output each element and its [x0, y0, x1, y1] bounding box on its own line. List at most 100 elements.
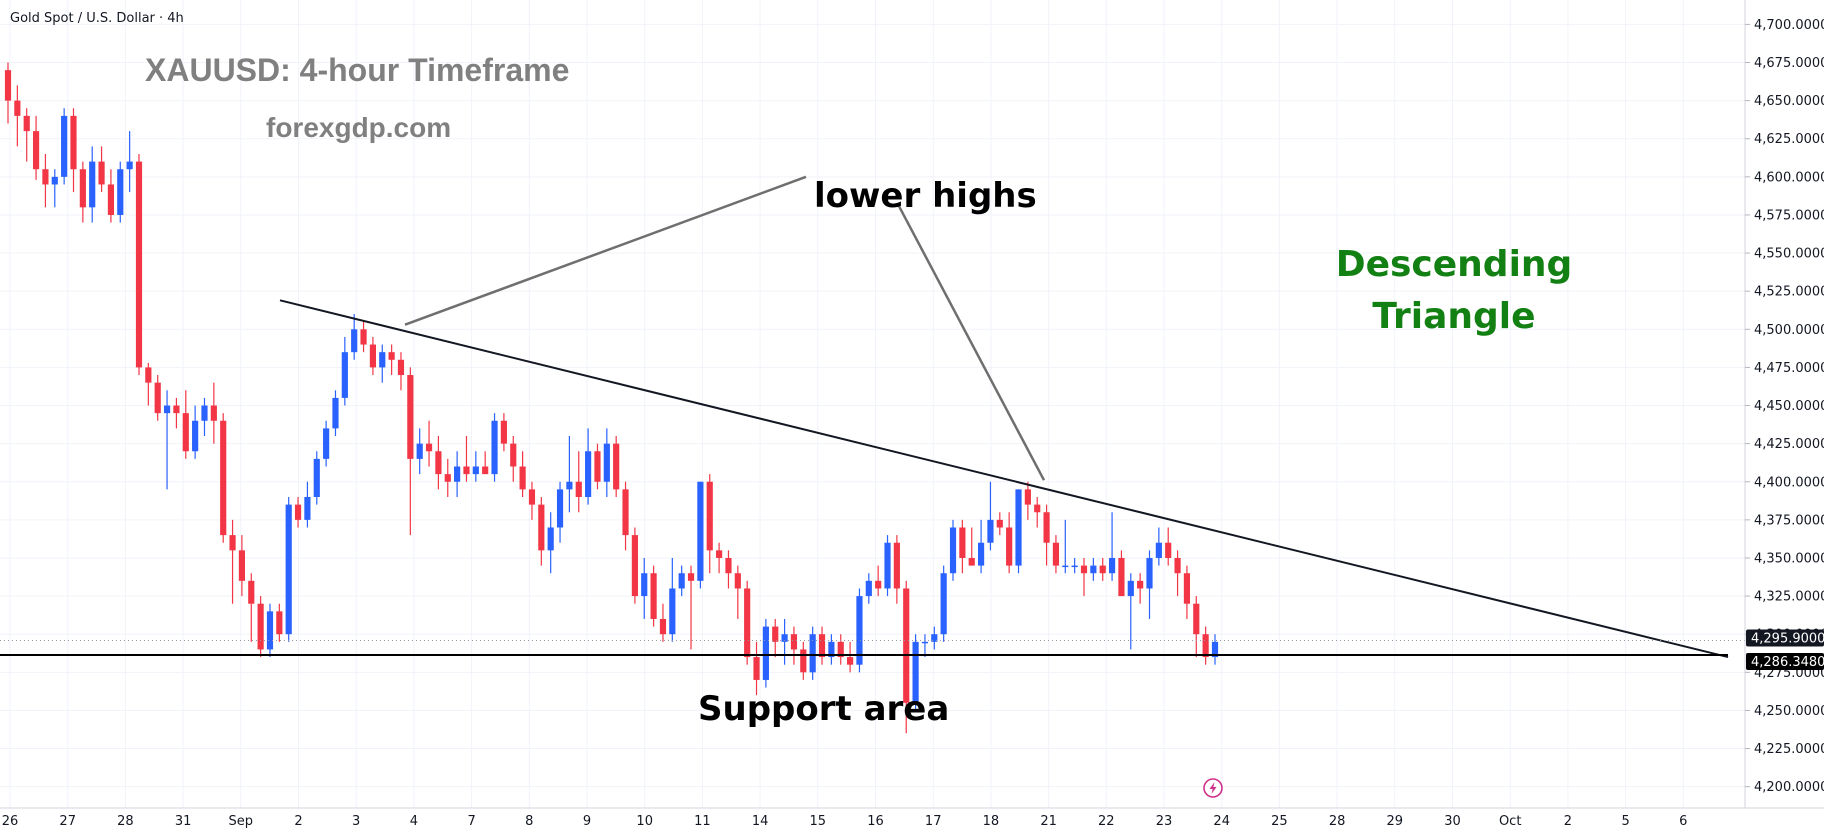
candle-body — [482, 466, 489, 475]
candle-body — [397, 359, 405, 376]
candle-body — [42, 169, 49, 185]
candle-body — [744, 588, 751, 658]
x-tick-label: 29 — [1387, 814, 1404, 829]
price-axis[interactable]: 4,700.0000 4,675.0000 4,650.0000 4,625.0000… — [1745, 18, 1824, 795]
candle-body — [585, 451, 592, 497]
candle-body — [182, 413, 189, 452]
y-tick-label: 4,625.0000 — [1754, 132, 1824, 147]
x-tick-label: 28 — [1329, 814, 1346, 829]
candle-body — [818, 634, 826, 658]
y-tick-label: 4,675.0000 — [1754, 56, 1824, 71]
candle-body — [865, 580, 872, 597]
x-tick-label: 6 — [1679, 814, 1687, 829]
candle-body — [70, 115, 77, 170]
x-tick-label: 5 — [1621, 814, 1629, 829]
y-tick-label: 4,575.0000 — [1754, 208, 1824, 223]
candles-layer — [4, 62, 1219, 734]
candle-body — [697, 481, 704, 581]
x-tick-label: Sep — [229, 814, 254, 829]
candle-body — [893, 542, 900, 589]
candle-body — [89, 161, 96, 208]
candle-body — [1080, 565, 1088, 574]
x-tick-label: 8 — [525, 814, 533, 829]
candle-body — [556, 489, 564, 528]
x-tick-label: 24 — [1213, 814, 1230, 829]
candle-body — [959, 527, 966, 558]
candle-body — [126, 161, 133, 170]
x-tick-label: 28 — [117, 814, 134, 829]
candle-body — [931, 634, 938, 642]
y-tick-label: 4,250.0000 — [1754, 704, 1824, 719]
candle-body — [23, 115, 30, 132]
candle-body — [1146, 557, 1153, 589]
candle-body — [266, 611, 274, 650]
candle-body — [566, 481, 573, 490]
candle-body — [435, 451, 442, 475]
candle-body — [800, 649, 807, 673]
candle-body — [61, 115, 68, 177]
x-tick-label: 14 — [752, 814, 769, 829]
candle-body — [135, 161, 143, 368]
x-tick-label: 27 — [59, 814, 76, 829]
x-tick-label: 10 — [636, 814, 653, 829]
y-tick-label: 4,425.0000 — [1754, 437, 1824, 452]
y-tick-label: 4,200.0000 — [1754, 780, 1824, 795]
x-tick-label: 9 — [583, 814, 591, 829]
pattern-label-line1: Descending — [1336, 244, 1573, 285]
price-label-text: 4,286.3480 — [1751, 655, 1824, 670]
candle-body — [631, 535, 638, 597]
chart-title: XAUUSD: 4-hour Timeframe — [145, 52, 569, 88]
x-tick-label: 4 — [410, 814, 418, 829]
overlays-layer — [0, 175, 1745, 659]
x-tick-label: 18 — [983, 814, 1000, 829]
candle-body — [940, 573, 947, 635]
candle-body — [790, 634, 798, 650]
candle-body — [463, 466, 470, 475]
candle-body — [1183, 573, 1191, 604]
candle-body — [107, 184, 115, 215]
candle-body — [1024, 489, 1031, 505]
candle-body — [725, 557, 732, 574]
candle-body — [379, 352, 386, 368]
candle-body — [538, 504, 545, 551]
y-tick-label: 4,700.0000 — [1754, 18, 1824, 33]
candle-body — [1193, 603, 1200, 635]
candle-body — [1052, 542, 1060, 566]
x-tick-label: 2 — [294, 814, 302, 829]
price-label-box — [1746, 653, 1824, 671]
candle-body — [32, 131, 40, 170]
candle-body — [903, 588, 910, 703]
candle-body — [360, 329, 367, 345]
x-tick-label: 16 — [867, 814, 884, 829]
candle-body — [716, 550, 723, 558]
candle-body — [884, 542, 891, 589]
candle-body — [987, 519, 994, 543]
candle-body — [4, 70, 12, 101]
y-tick-label: 4,600.0000 — [1754, 170, 1824, 185]
candle-body — [837, 641, 844, 658]
candle-body — [613, 443, 620, 490]
candle-body — [1034, 504, 1041, 513]
candle-body — [641, 573, 648, 597]
candle-body — [650, 573, 657, 619]
candle-body — [669, 588, 676, 635]
y-tick-label: 4,550.0000 — [1754, 247, 1824, 262]
candle-body — [369, 344, 376, 368]
x-tick-label: 15 — [810, 814, 827, 829]
candle-body — [454, 466, 461, 482]
y-tick-label: 4,475.0000 — [1754, 361, 1824, 376]
lightning-icon[interactable] — [1203, 778, 1223, 798]
x-tick-label: 23 — [1156, 814, 1173, 829]
candle-body — [828, 641, 835, 658]
support-area-label: Support area — [698, 689, 949, 729]
candle-body — [14, 100, 21, 116]
y-tick-label: 4,525.0000 — [1754, 285, 1824, 300]
candle-body — [1165, 542, 1172, 558]
time-axis[interactable]: 26 27 28 31 Sep 2 3 4 7 8 9 10 11 14 15 16 17 18 21 22 23 24 2… — [2, 814, 1688, 829]
x-tick-label: Oct — [1499, 814, 1521, 829]
candle-body — [510, 443, 517, 467]
candle-body — [847, 657, 854, 665]
candle-body — [313, 458, 320, 497]
candle-body — [1015, 489, 1022, 566]
